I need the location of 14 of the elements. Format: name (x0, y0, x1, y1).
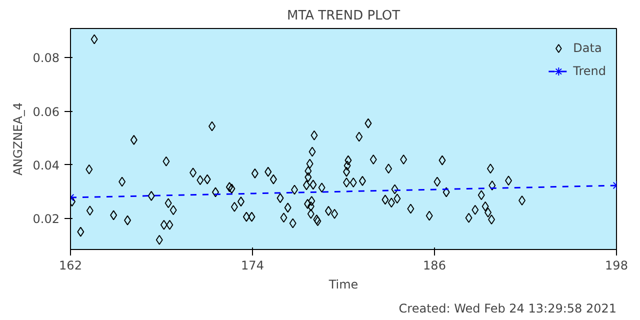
x-axis-title: Time (328, 278, 358, 292)
x-tick-label: 174 (241, 258, 264, 272)
x-tick-label: 186 (423, 258, 446, 272)
y-tick-label: 0.02 (32, 212, 60, 226)
chart-title: MTA TREND PLOT (286, 8, 400, 24)
y-tick-label: 0.04 (32, 158, 60, 172)
y-tick-label: 0.06 (32, 104, 60, 119)
x-tick-label: 162 (59, 258, 82, 272)
y-tick-label: 0.08 (32, 51, 60, 66)
x-tick-label: 198 (605, 258, 628, 272)
text: Created: Wed Feb 24 13:29:58 2021 (398, 302, 616, 316)
y-axis-title: ANGZNEA_4 (10, 102, 25, 176)
legend-label: Data (573, 41, 602, 55)
legend-label: Trend (573, 64, 606, 78)
